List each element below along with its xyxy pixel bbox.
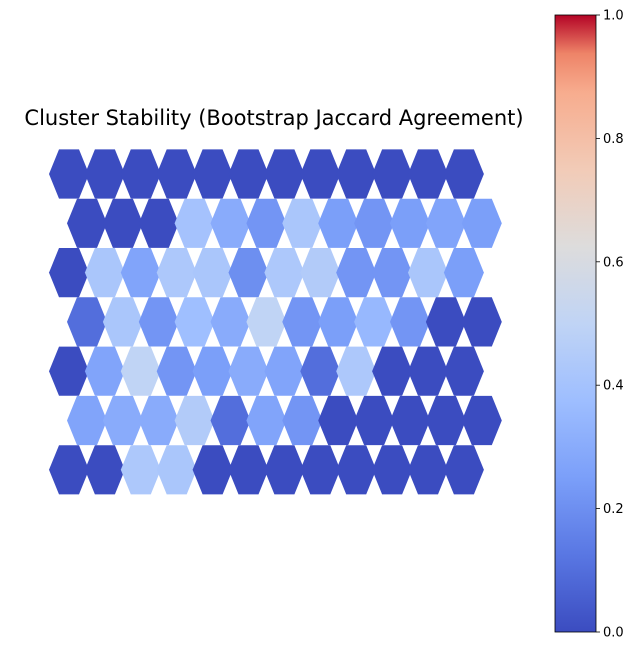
hex-cell [120,149,161,199]
hex-cell [174,395,215,446]
hex-cell [156,445,197,495]
hex-cell [443,248,484,298]
hex-cell [138,395,179,446]
hex-cell [318,297,359,347]
hex-cell [336,346,377,396]
hex-cell [461,198,502,248]
hex-cell [372,445,413,495]
colorbar-tick-label: 0.6 [603,255,624,270]
hex-cell [390,198,430,248]
hex-cell [408,149,448,199]
hex-cell [192,445,233,495]
hex-cell [264,248,305,298]
hex-cell [336,149,377,199]
hex-cell [156,346,197,396]
hex-cell [372,346,413,396]
hex-cell [300,346,341,396]
chart-title: Cluster Stability (Bootstrap Jaccard Agr… [24,106,523,130]
hex-cell [390,395,430,446]
hex-cell [67,198,107,248]
hex-cell [156,248,197,298]
hex-cell [138,198,179,248]
hex-cell [102,297,143,347]
colorbar-tick-label: 1.0 [603,9,624,24]
hex-cell [49,346,89,396]
hex-cell [282,395,323,446]
hex-cell [210,297,251,347]
hex-cell [138,297,179,347]
hex-cell [228,149,269,199]
hex-cell [49,149,89,199]
hex-cell [264,346,305,396]
hex-cell [461,297,502,347]
hex-cell [354,395,395,446]
colorbar-tick-label: 0.0 [603,626,624,641]
hex-cell [336,445,377,495]
hex-cell [336,248,377,298]
hex-cell [408,445,448,495]
hex-cell [228,346,269,396]
hex-cell [300,149,341,199]
hex-cell [210,198,251,248]
hex-cell [228,445,269,495]
hex-cell [84,248,125,298]
colorbar-tick-label: 0.2 [603,502,624,517]
hex-cell [408,346,448,396]
hex-cell [246,297,287,347]
hex-cell [300,445,341,495]
hex-cell [49,445,89,495]
hex-cell [192,346,233,396]
hex-cell [425,395,466,446]
hex-cell [354,198,395,248]
colorbar-tick-label: 0.8 [603,132,624,147]
colorbar-ticks: 0.0 0.2 0.4 0.6 0.8 1.0 [596,9,624,641]
hex-cell [192,149,233,199]
hex-cell [102,198,143,248]
hex-cell [443,445,484,495]
hex-cell [300,248,341,298]
hex-cell [461,395,502,446]
hex-cell [372,248,413,298]
colorbar-tick-label: 0.4 [603,379,624,394]
hex-grid [49,149,502,495]
hex-cell [174,198,215,248]
hex-cell [246,395,287,446]
hex-cell [228,248,269,298]
hex-cell [425,297,466,347]
colorbar: 0.0 0.2 0.4 0.6 0.8 1.0 [554,9,624,641]
hex-cell [264,445,305,495]
hex-cell [372,149,413,199]
colorbar-gradient [554,14,597,633]
hex-cell [120,248,161,298]
hex-cell [318,198,359,248]
hex-cell [192,248,233,298]
hex-cell [84,346,125,396]
hex-cell [443,346,484,396]
hex-cell [282,297,323,347]
hex-cell [408,248,448,298]
hex-cell [120,445,161,495]
hex-cell [210,395,251,446]
hex-cell [246,198,287,248]
hex-cell [102,395,143,446]
hex-cell [443,149,484,199]
hex-cell [67,395,107,446]
hex-cell [318,395,359,446]
hex-cell [84,149,125,199]
hex-cell [174,297,215,347]
hex-cell [282,198,323,248]
hex-cell [120,346,161,396]
hex-cell [390,297,430,347]
hex-cell [67,297,107,347]
hex-cell [84,445,125,495]
hex-cell [49,248,89,298]
hex-cell [264,149,305,199]
hex-cell [354,297,395,347]
hex-cell [156,149,197,199]
hex-cell [425,198,466,248]
